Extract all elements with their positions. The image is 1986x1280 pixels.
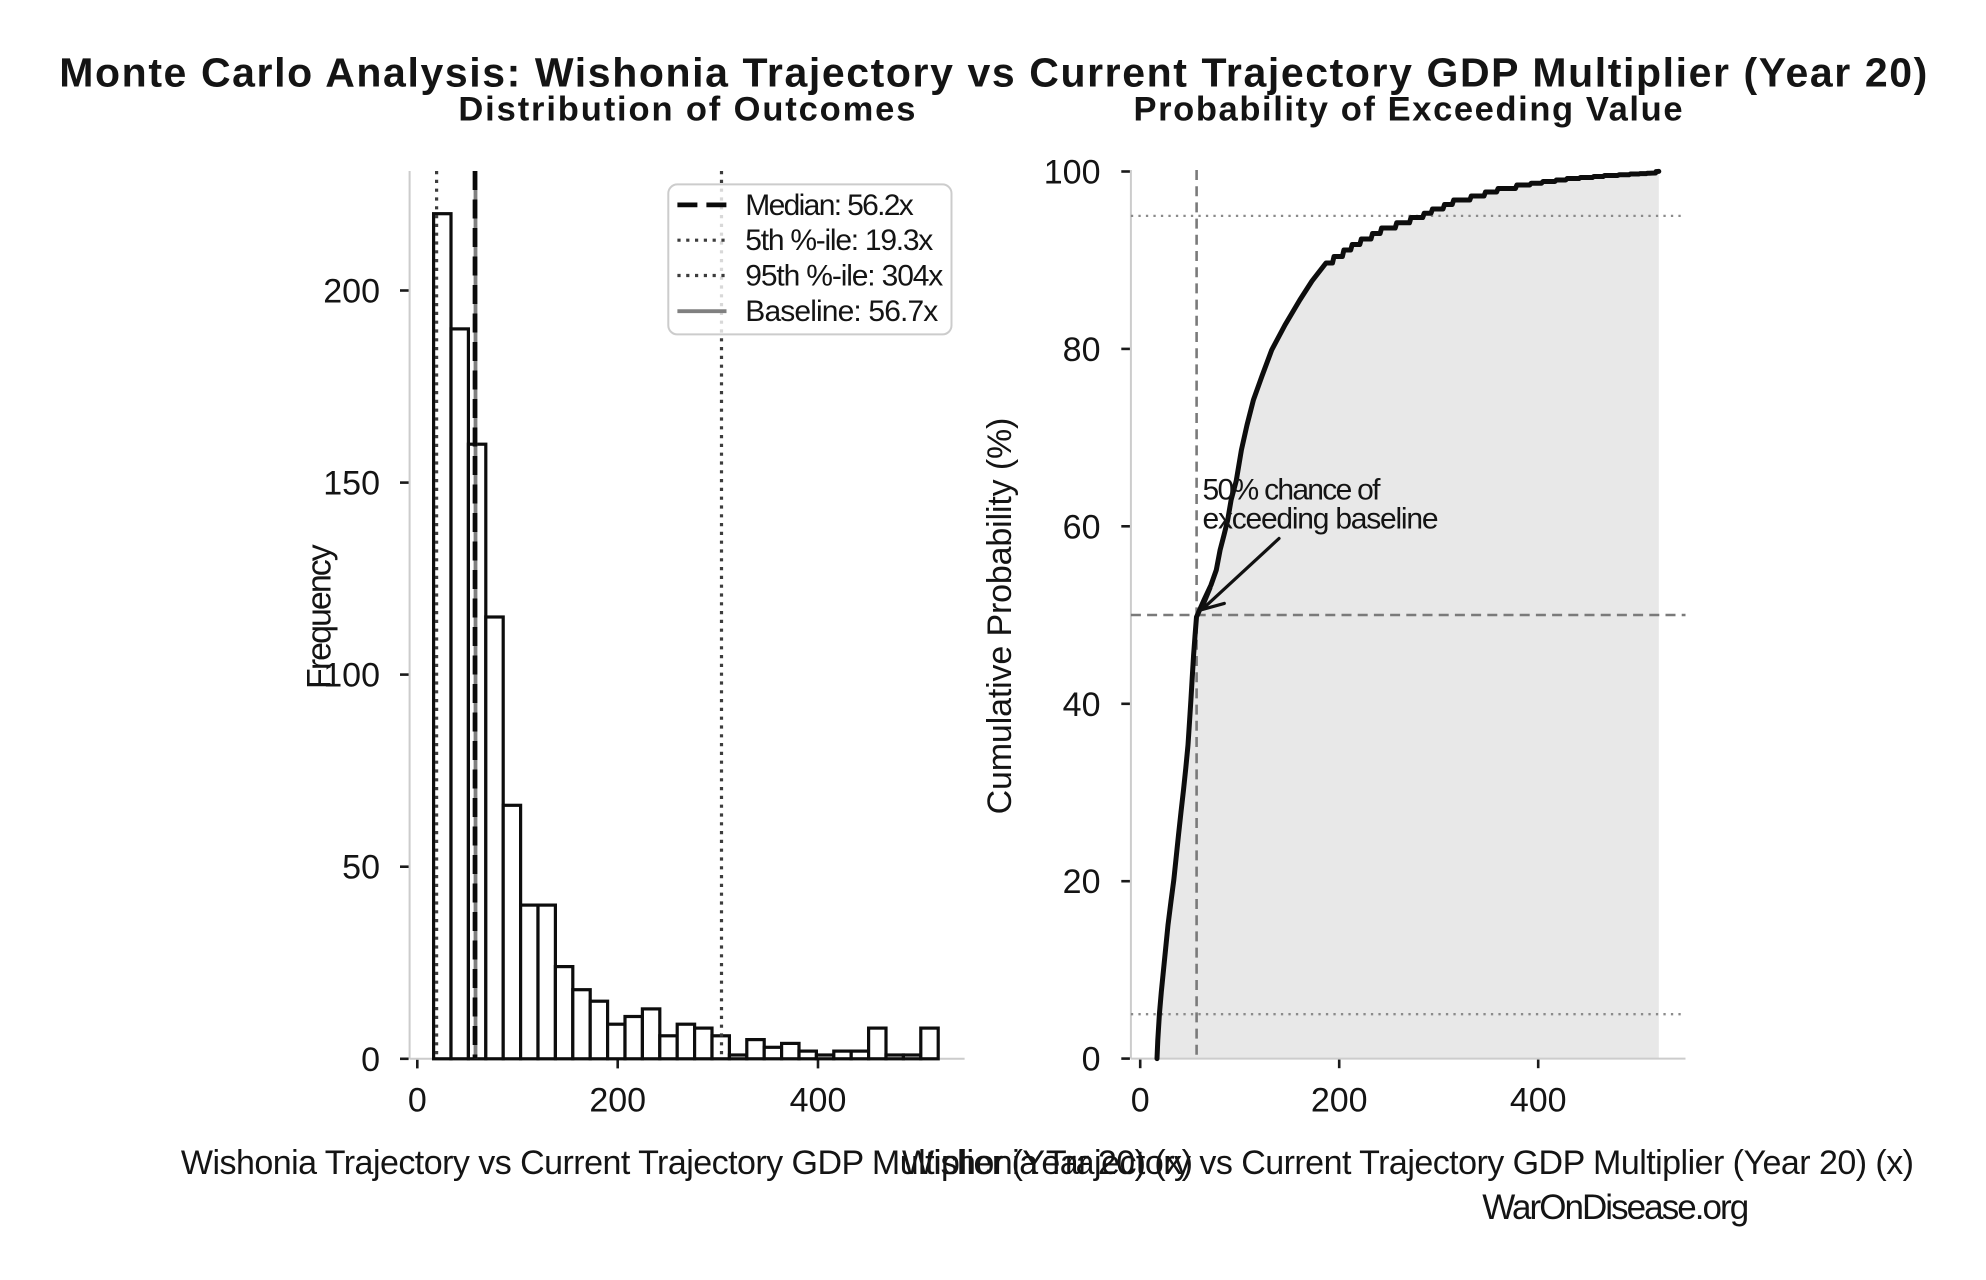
- svg-text:400: 400: [1510, 1082, 1567, 1120]
- svg-text:200: 200: [1311, 1082, 1368, 1120]
- svg-text:80: 80: [1063, 331, 1101, 369]
- svg-text:100: 100: [1044, 154, 1101, 192]
- svg-text:Frequency: Frequency: [301, 544, 339, 689]
- svg-text:exceeding baseline: exceeding baseline: [1203, 503, 1439, 536]
- svg-text:200: 200: [589, 1082, 646, 1120]
- svg-text:400: 400: [790, 1082, 847, 1120]
- svg-text:Baseline: 56.7x: Baseline: 56.7x: [745, 295, 938, 328]
- svg-text:0: 0: [408, 1082, 427, 1120]
- svg-text:Wishonia Trajectory vs Current: Wishonia Trajectory vs Current Trajector…: [902, 1144, 1914, 1182]
- svg-text:100: 100: [323, 657, 380, 695]
- svg-text:Monte Carlo Analysis: Wishonia: Monte Carlo Analysis: Wishonia Trajector…: [59, 50, 1927, 96]
- svg-text:Median: 56.2x: Median: 56.2x: [745, 189, 914, 222]
- svg-text:Probability of Exceeding Value: Probability of Exceeding Value: [1134, 91, 1683, 129]
- svg-text:50: 50: [342, 849, 380, 887]
- svg-text:200: 200: [323, 273, 380, 311]
- svg-text:20: 20: [1063, 863, 1101, 901]
- svg-text:60: 60: [1063, 508, 1101, 546]
- svg-text:Distribution of Outcomes: Distribution of Outcomes: [458, 91, 915, 129]
- svg-text:0: 0: [361, 1041, 380, 1079]
- svg-text:Wishonia Trajectory vs Current: Wishonia Trajectory vs Current Trajector…: [181, 1144, 1193, 1182]
- svg-text:WarOnDisease.org: WarOnDisease.org: [1482, 1188, 1749, 1227]
- svg-text:50% chance of: 50% chance of: [1203, 473, 1382, 506]
- svg-text:150: 150: [323, 465, 380, 503]
- svg-text:95th %-ile: 304x: 95th %-ile: 304x: [745, 260, 943, 293]
- svg-text:0: 0: [1131, 1082, 1150, 1120]
- svg-text:0: 0: [1082, 1041, 1101, 1079]
- svg-text:40: 40: [1063, 686, 1101, 724]
- svg-text:Cumulative Probability (%): Cumulative Probability (%): [981, 418, 1019, 815]
- svg-text:5th %-ile: 19.3x: 5th %-ile: 19.3x: [745, 224, 933, 257]
